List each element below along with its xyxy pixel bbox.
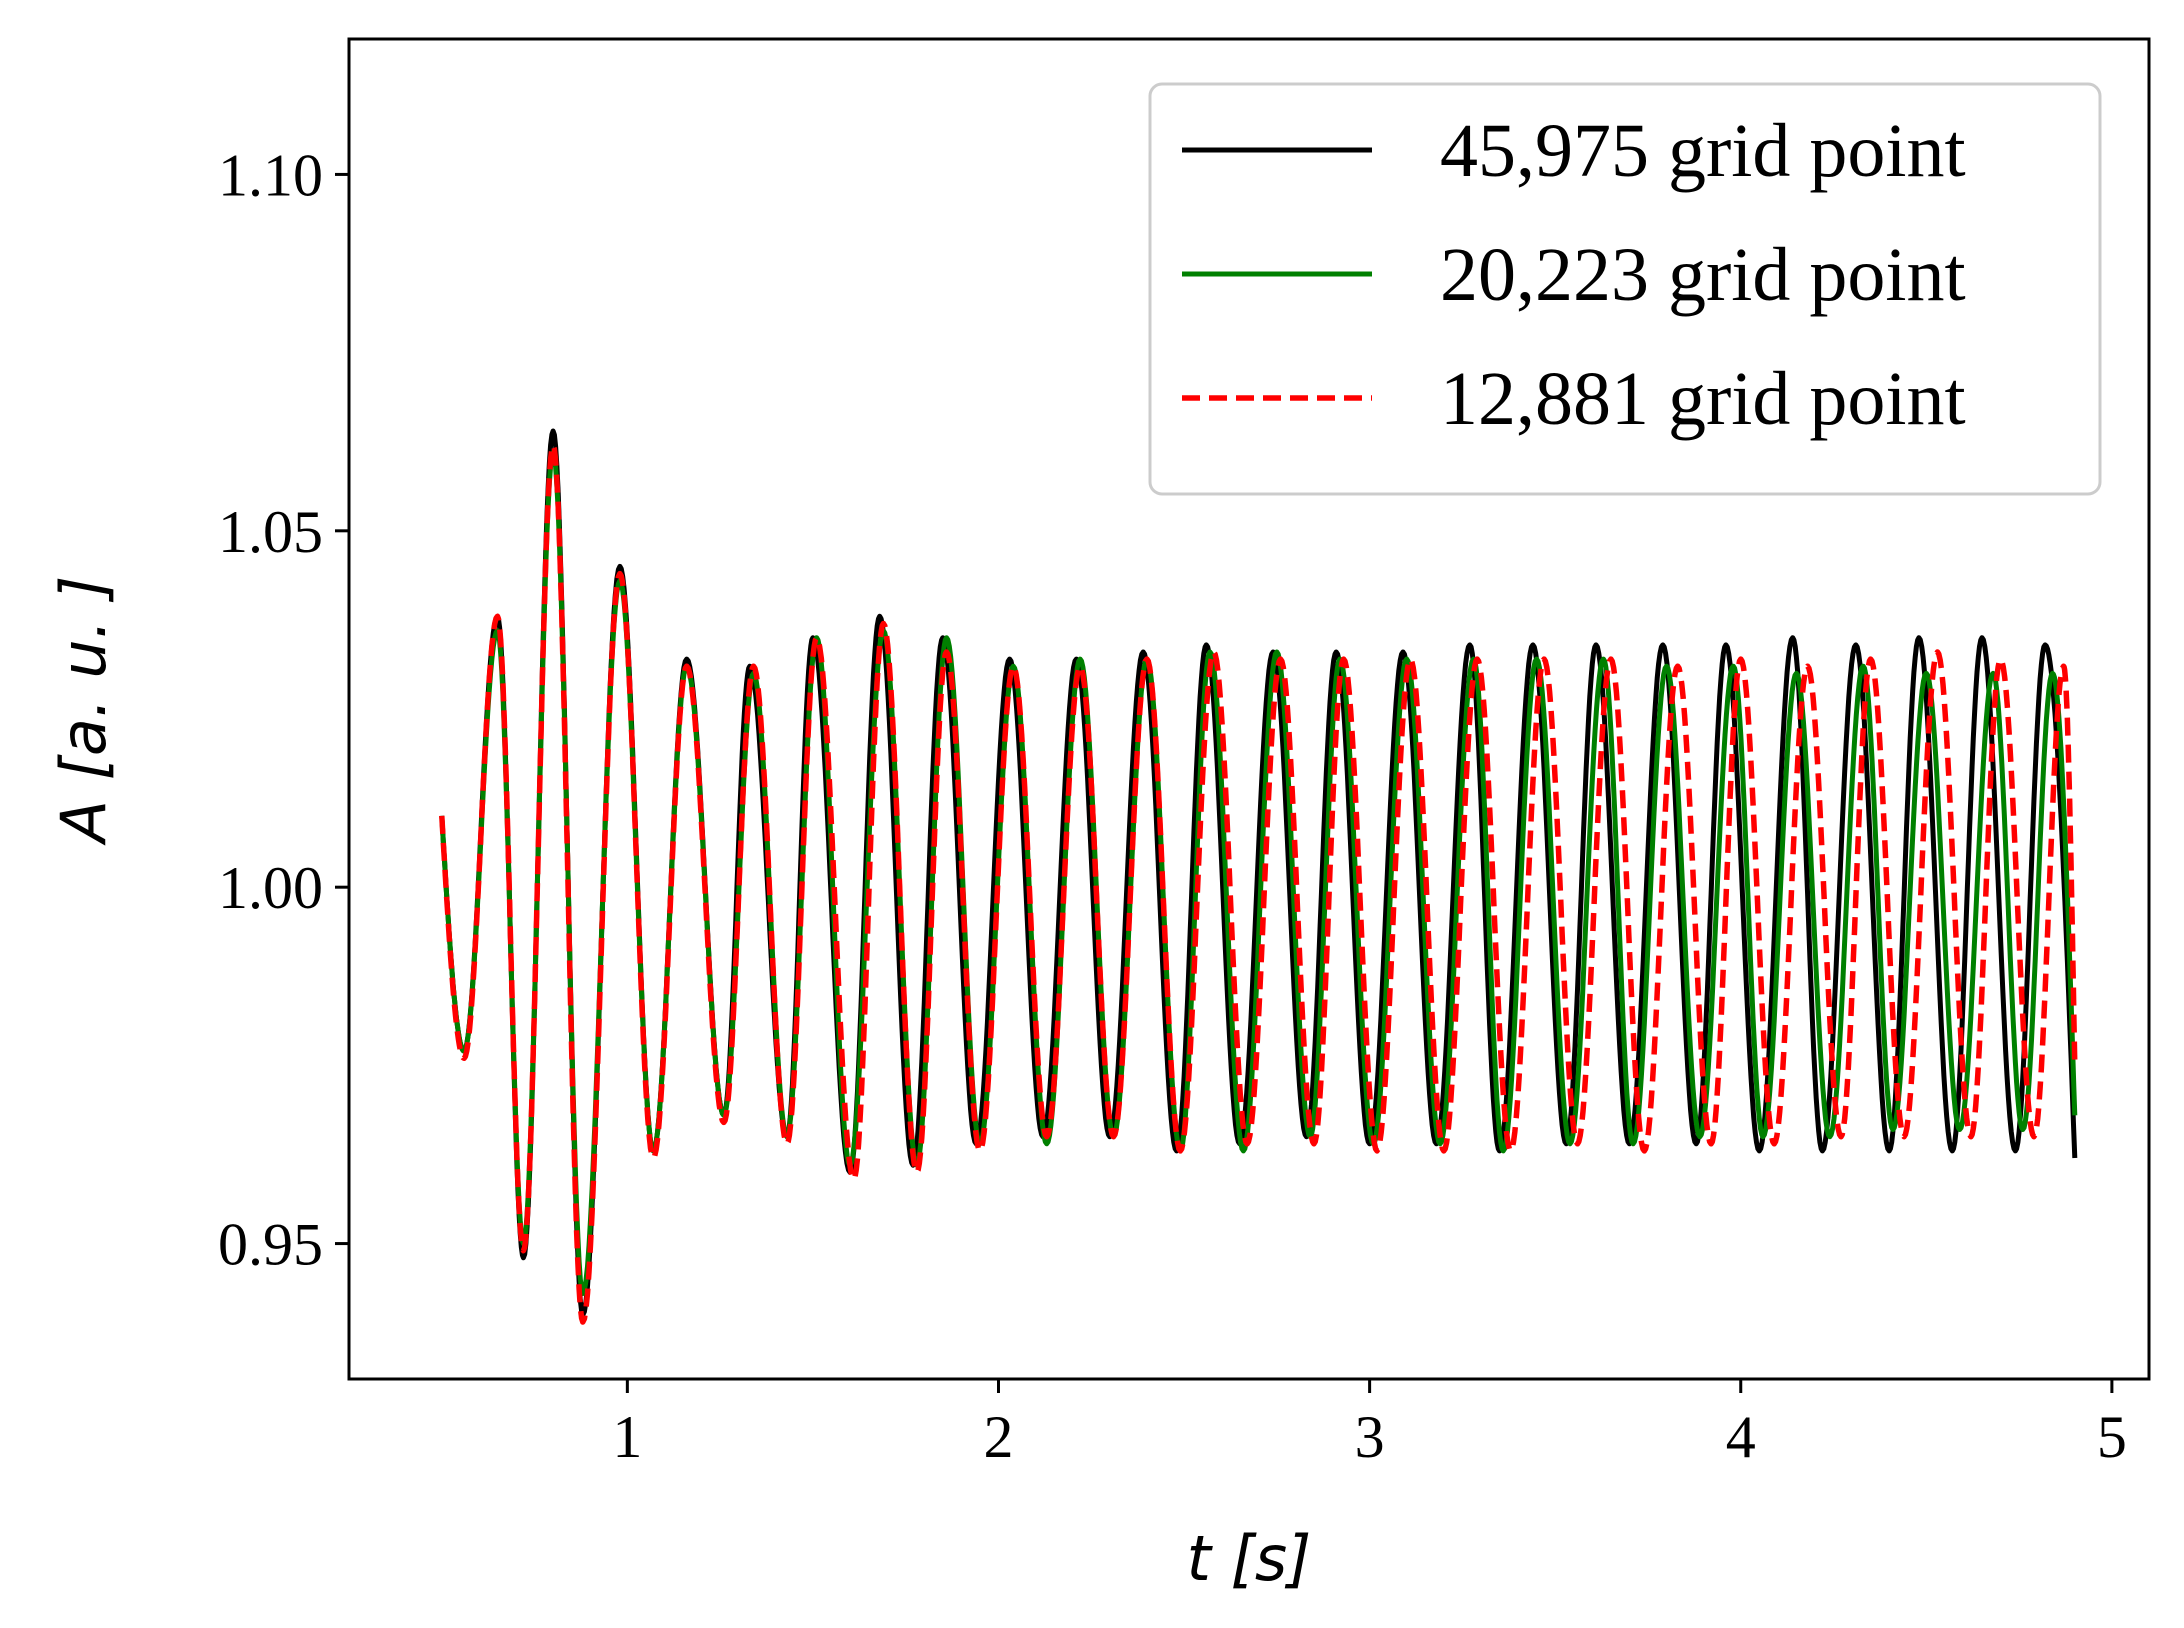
y-tick-label: 1.10 xyxy=(218,142,323,208)
y-axis-label: A [a. u. ] xyxy=(47,576,120,847)
legend-label-1: 45,975 grid point xyxy=(1440,109,1966,193)
x-tick-label: 1 xyxy=(612,1404,642,1470)
legend: 45,975 grid point 20,223 grid point 12,881… xyxy=(1148,82,2102,496)
series-lines xyxy=(439,428,2078,1325)
legend-label-2: 20,223 grid point xyxy=(1440,233,1966,317)
x-tick-label: 4 xyxy=(1726,1404,1756,1470)
x-tick-label: 2 xyxy=(983,1404,1013,1470)
x-tick-label: 3 xyxy=(1355,1404,1385,1470)
x-axis-ticks: 1 2 3 4 5 xyxy=(612,1379,2127,1470)
legend-label-3: 12,881 grid point xyxy=(1440,357,1966,441)
x-axis-label: t [s] xyxy=(1187,1522,1312,1595)
y-axis-ticks: 0.95 1.00 1.05 1.10 xyxy=(218,142,349,1278)
series-line-3 xyxy=(439,442,2078,1325)
y-tick-label: 1.00 xyxy=(218,855,323,921)
x-tick-label: 5 xyxy=(2097,1404,2127,1470)
legend-box xyxy=(1148,82,2102,496)
y-tick-label: 0.95 xyxy=(218,1212,323,1278)
y-tick-label: 1.05 xyxy=(218,499,323,565)
plot-frame xyxy=(347,37,2151,1381)
